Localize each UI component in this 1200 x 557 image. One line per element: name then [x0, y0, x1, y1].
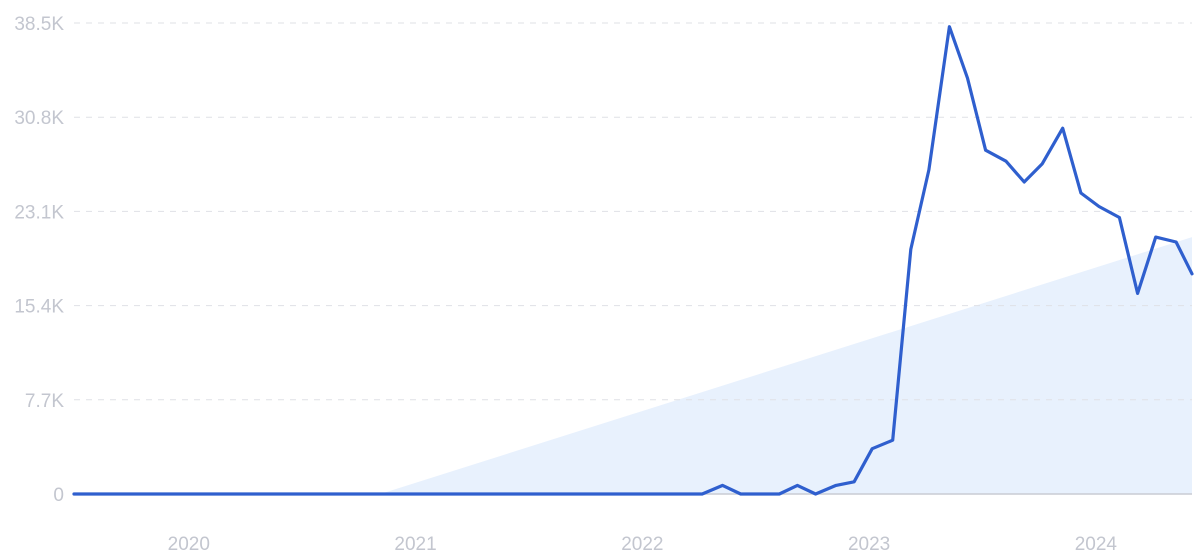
y-tick-label: 38.5K: [14, 14, 64, 35]
series-line: [72, 25, 1194, 496]
y-axis-ticks: 0 7.7K 15.4K 23.1K 30.8K 38.5K: [14, 14, 64, 506]
x-tick-label: 2021: [394, 534, 436, 555]
x-tick-label: 2023: [848, 534, 890, 555]
y-tick-label: 30.8K: [14, 108, 64, 129]
trend-area: [380, 237, 1192, 494]
trend-area-layer: [380, 237, 1192, 494]
y-tick-label: 0: [53, 485, 64, 506]
y-tick-label: 7.7K: [25, 391, 64, 412]
x-axis-ticks: 2020 2021 2022 2023 2024: [168, 534, 1118, 555]
x-tick-label: 2020: [168, 534, 210, 555]
y-tick-label: 23.1K: [14, 202, 64, 223]
x-tick-label: 2022: [621, 534, 663, 555]
y-tick-label: 15.4K: [14, 297, 64, 318]
x-tick-label: 2024: [1075, 534, 1118, 555]
series-line-layer: [72, 25, 1194, 496]
